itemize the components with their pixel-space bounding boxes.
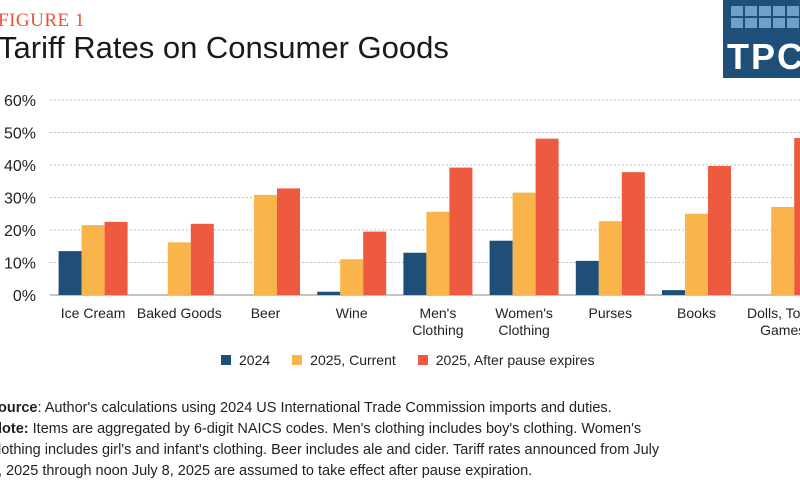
bar [340, 259, 364, 295]
bar [489, 240, 513, 295]
x-tick-label: Ice Cream [61, 305, 126, 321]
logo-grid-cell [745, 6, 757, 16]
note-text-1: Items are aggregated by 6-digit NAICS co… [28, 421, 642, 437]
bar [58, 251, 82, 295]
tpc-logo: TPC [723, 0, 800, 78]
legend-label-2025-after: 2025, After pause expires [435, 352, 595, 368]
logo-grid-cell [759, 18, 771, 28]
source-label: ource [0, 400, 38, 416]
bar [662, 290, 685, 295]
note-line-2: lothing includes girl's and infant's clo… [0, 442, 660, 458]
x-tick-label: Dolls, Toys, [747, 305, 800, 321]
logo-grid-cell [773, 18, 785, 28]
bar [167, 242, 191, 295]
x-tick-label: Clothing [498, 322, 549, 338]
logo-grid-cell [787, 18, 799, 28]
y-tick-label: 10% [4, 256, 36, 273]
bar [708, 165, 731, 295]
y-tick-label: 50% [4, 126, 36, 143]
x-tick-label: Beer [251, 305, 281, 321]
legend-item-2025-after: 2025, After pause expires [417, 352, 595, 368]
logo-text: TPC [727, 36, 800, 77]
source-text: : Author's calculations using 2024 US In… [37, 400, 612, 416]
bar [277, 188, 300, 295]
bar-chart: 0% 10% 20% 30% 40% 50% 60% Ice Cream Baked Goods… [4, 93, 800, 338]
x-tick-label: Books [677, 305, 716, 321]
logo-grid-cell [731, 6, 743, 16]
x-tick-label: Games [760, 322, 800, 338]
legend-label-2025-current: 2025, Current [310, 352, 396, 368]
note-line-1: lote: Items are aggregated by 6-digit NA… [0, 419, 800, 440]
note-line-3: , 2025 through noon July 8, 2025 are ass… [0, 463, 533, 479]
bar [794, 138, 800, 295]
x-tick-label: Wine [336, 305, 368, 321]
bar [621, 172, 645, 295]
x-tick-label: Purses [589, 305, 633, 321]
source-note: ource: Author's calculations using 2024 … [0, 398, 800, 419]
legend-label-2024: 2024 [239, 352, 271, 368]
y-tick-label: 60% [4, 93, 36, 110]
bar [535, 138, 559, 295]
note-label: lote: [0, 421, 29, 437]
bar [449, 167, 473, 295]
x-tick-label: Women's [495, 305, 553, 321]
logo-grid-cell [745, 18, 757, 28]
bar [363, 231, 387, 295]
bar [317, 291, 341, 295]
y-tick-label: 40% [4, 158, 36, 175]
bar [771, 206, 795, 295]
chart-title: Tariff Rates on Consumer Goods [0, 30, 449, 65]
notes-block: ource: Author's calculations using 2024 … [0, 398, 800, 482]
legend-item-2024: 2024 [221, 352, 270, 368]
y-tick-label: 0% [13, 288, 36, 305]
legend-swatch-2024 [221, 355, 231, 365]
logo-grid-cell [731, 18, 743, 28]
bar [190, 223, 214, 295]
legend-swatch-2025-current [292, 355, 303, 365]
logo-grid-cell [773, 6, 785, 16]
bar [403, 252, 427, 295]
y-tick-label: 20% [4, 223, 36, 240]
legend: 2024 2025, Current 2025, After pause exp… [221, 352, 595, 368]
bar [104, 221, 128, 295]
bar [512, 192, 536, 295]
bar [81, 225, 105, 295]
logo-grid-cell [759, 6, 771, 16]
x-tick-label: Clothing [412, 322, 463, 338]
bar [254, 194, 277, 295]
x-tick-label: Baked Goods [137, 305, 222, 321]
bar [426, 211, 450, 295]
bar [575, 260, 599, 295]
bar [685, 213, 708, 295]
figure-label: FIGURE 1 [0, 10, 85, 31]
logo-grid-cell [787, 6, 799, 16]
y-tick-label: 30% [4, 191, 36, 208]
legend-item-2025-current: 2025, Current [292, 352, 396, 368]
bar [598, 221, 622, 295]
x-tick-label: Men's [419, 305, 456, 321]
legend-swatch-2025-after [417, 355, 428, 365]
